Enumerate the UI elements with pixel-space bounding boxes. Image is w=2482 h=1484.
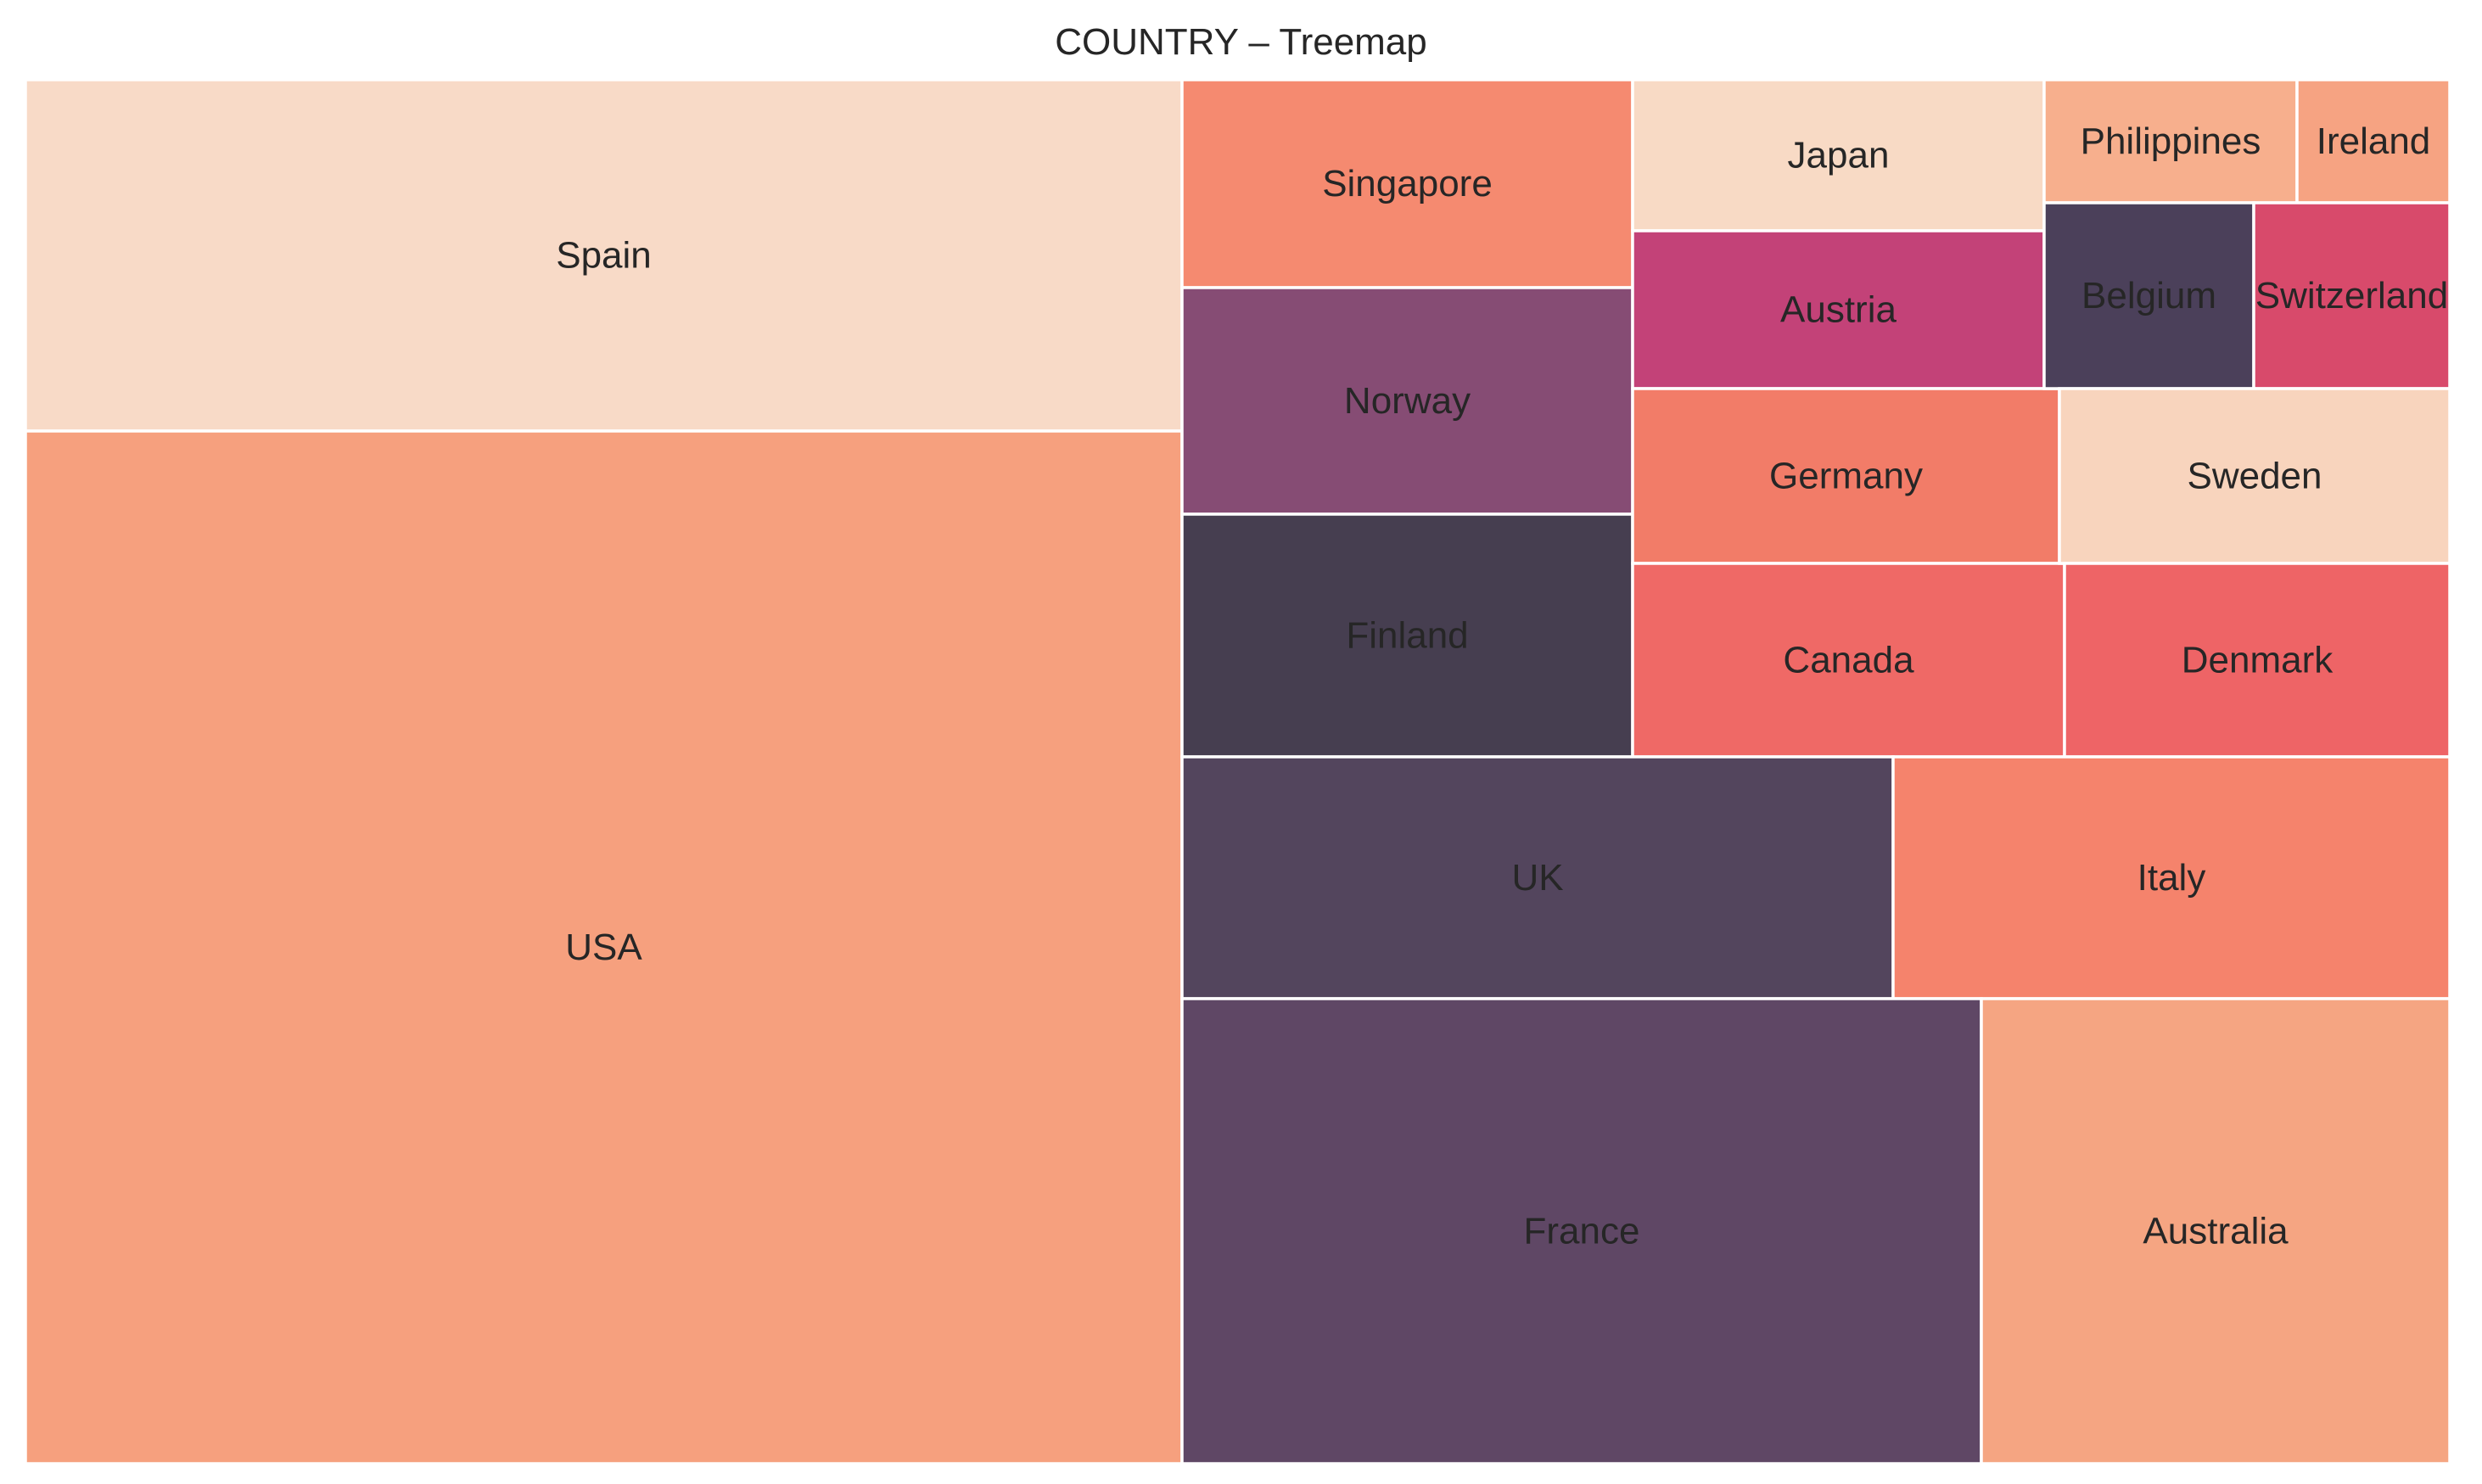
treemap-label-sweden: Sweden — [2187, 456, 2322, 497]
treemap-cell-philippines: Philippines — [2042, 78, 2299, 204]
treemap-label-denmark: Denmark — [2182, 640, 2334, 681]
treemap-cell-uk: UK — [1180, 755, 1895, 1000]
treemap-cell-finland: Finland — [1180, 512, 1634, 759]
treemap-label-spain: Spain — [556, 235, 652, 277]
treemap-label-singapore: Singapore — [1322, 163, 1493, 204]
treemap-cell-denmark: Denmark — [2063, 562, 2451, 759]
treemap-rect-austria — [1631, 229, 2046, 390]
treemap-rect-france — [1180, 997, 1983, 1465]
treemap-rect-norway — [1180, 286, 1634, 516]
treemap-rect-australia — [1980, 997, 2451, 1465]
treemap-label-japan: Japan — [1788, 135, 1890, 176]
treemap-cell-norway: Norway — [1180, 286, 1634, 516]
treemap-cell-japan: Japan — [1631, 78, 2046, 232]
treemap-label-philippines: Philippines — [2081, 120, 2261, 162]
treemap-label-italy: Italy — [2137, 857, 2206, 899]
treemap-label-switzerland: Switzerland — [2255, 275, 2448, 316]
treemap-rect-denmark — [2063, 562, 2451, 759]
treemap-label-ireland: Ireland — [2317, 120, 2431, 162]
chart-title: COUNTRY – Treemap — [1055, 21, 1427, 63]
treemap-rect-uk — [1180, 755, 1895, 1000]
treemap-label-norway: Norway — [1344, 380, 1471, 422]
treemap-label-australia: Australia — [2143, 1211, 2289, 1252]
treemap-cell-switzerland: Switzerland — [2252, 201, 2451, 390]
treemap-rect-singapore — [1180, 78, 1634, 289]
treemap-label-germany: Germany — [1769, 456, 1923, 497]
treemap-rect-canada — [1631, 562, 2066, 759]
treemap-rect-germany — [1631, 387, 2061, 565]
treemap-cell-france: France — [1180, 997, 1983, 1465]
treemap-rect-sweden — [2058, 387, 2451, 565]
treemap-label-belgium: Belgium — [2081, 275, 2216, 316]
treemap-cell-singapore: Singapore — [1180, 78, 1634, 289]
treemap-cell-belgium: Belgium — [2042, 201, 2255, 390]
treemap-label-usa: USA — [565, 927, 642, 968]
treemap-label-uk: UK — [1511, 857, 1563, 899]
treemap-cell-spain: Spain — [24, 78, 1184, 433]
treemap-rect-spain — [24, 78, 1184, 433]
treemap-rect-italy — [1891, 755, 2451, 1000]
treemap-cell-ireland: Ireland — [2295, 78, 2451, 204]
treemap-label-austria: Austria — [1780, 289, 1897, 331]
treemap-label-finland: Finland — [1346, 615, 1468, 657]
treemap-rect-belgium — [2042, 201, 2255, 390]
treemap-cell-usa: USA — [24, 429, 1184, 1465]
treemap-cell-italy: Italy — [1891, 755, 2451, 1000]
treemap-rect-philippines — [2042, 78, 2299, 204]
treemap-rect-usa — [24, 429, 1184, 1465]
treemap-cell-canada: Canada — [1631, 562, 2066, 759]
treemap-cell-austria: Austria — [1631, 229, 2046, 390]
treemap-label-canada: Canada — [1783, 640, 1914, 681]
treemap-label-france: France — [1524, 1211, 1640, 1252]
treemap-cell-sweden: Sweden — [2058, 387, 2451, 565]
treemap-cell-germany: Germany — [1631, 387, 2061, 565]
treemap-rect-switzerland — [2252, 201, 2451, 390]
treemap-cell-australia: Australia — [1980, 997, 2451, 1465]
